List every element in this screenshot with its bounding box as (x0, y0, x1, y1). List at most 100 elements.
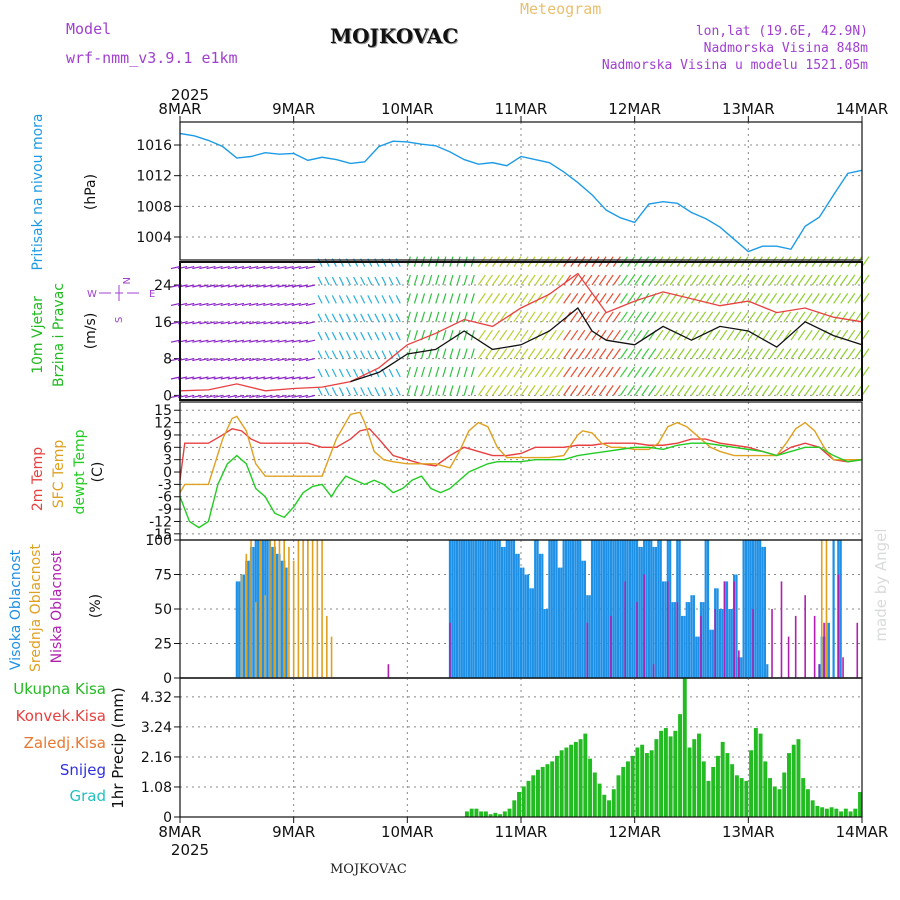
temp-unit: (C) (90, 462, 106, 483)
x-tick-label-bottom: 9MAR (272, 823, 315, 841)
cloud-bar (631, 540, 634, 678)
precip-bar (787, 753, 791, 817)
cloud-bar (470, 540, 473, 678)
cloud-bar (453, 540, 456, 678)
y-tick-label: 6 (163, 440, 172, 456)
cloud-bar (560, 567, 563, 678)
precip-bar (502, 811, 507, 817)
cloud-bar (522, 567, 525, 678)
cloud-bar (744, 540, 748, 678)
x-tick-label-bottom: 11MAR (495, 823, 548, 841)
precip-bar (659, 730, 664, 817)
y-tick-label: 4.32 (141, 690, 172, 706)
cloud-bar (742, 540, 745, 678)
y-tick-label: -9 (158, 502, 172, 518)
precip-bar (711, 766, 716, 817)
cloud-bar (680, 615, 684, 678)
cloud-bar (460, 540, 463, 678)
cloud-bar (610, 615, 612, 678)
precip-bar (625, 761, 630, 817)
precip-bar (554, 755, 559, 817)
precip-bar (588, 758, 593, 817)
cloud-bar (508, 540, 511, 678)
temp-sfc-axis-title: SFC Temp (51, 440, 67, 509)
cloud-bar (548, 540, 551, 678)
precip-bar (592, 772, 597, 817)
y-tick-label: 1.08 (141, 780, 172, 796)
cloud-bar (636, 602, 638, 678)
temp-2m-line (179, 428, 863, 481)
precip-bar (474, 808, 479, 817)
cloud-bar (562, 540, 565, 678)
cloud-bar (479, 540, 482, 678)
cloud-bar (619, 540, 622, 678)
cloud-bar (733, 581, 735, 678)
precip-bar (848, 811, 853, 817)
cloud-bar (671, 602, 674, 678)
cloud-bar (654, 546, 658, 678)
wind-gust-line (179, 272, 863, 392)
pressure-unit: (hPa) (83, 174, 99, 210)
cloud-bar (647, 540, 650, 678)
cloud-bar (517, 553, 520, 678)
cloud-high-bars (235, 540, 842, 678)
cloud-bar (595, 540, 598, 678)
temp-2m-axis-title: 2m Temp (30, 447, 46, 511)
cloud-bar (804, 595, 806, 678)
cloud-bar (448, 540, 452, 678)
cloud-bar (723, 581, 726, 678)
precip-bar (796, 739, 801, 817)
precip-bar (853, 808, 858, 817)
cloud-mid-bars (240, 540, 828, 678)
precip-bar (663, 728, 668, 817)
cloud-bar (316, 540, 319, 678)
x-tick-label-bottom: 13MAR (722, 823, 775, 841)
cloud-bar (856, 622, 859, 678)
cloud-bar (825, 540, 828, 678)
cloud-bar (536, 540, 539, 678)
cloud-bar (747, 540, 750, 678)
x-tick-label-bottom: 10MAR (381, 823, 434, 841)
cloud-bar (780, 581, 783, 678)
cloud-bar (716, 588, 719, 678)
footer-station: MOJKOVAC (330, 862, 407, 877)
temp-sfc-line (179, 411, 862, 493)
pressure-line (179, 132, 863, 253)
cloud-bar (628, 540, 632, 678)
cloud-bar (740, 657, 743, 678)
cloud-bar (706, 540, 710, 678)
cloud-bar (579, 540, 582, 678)
precip-bar (507, 808, 512, 817)
wind-key-north: N (120, 277, 131, 284)
cloud-bar (534, 540, 537, 678)
cloud-bar (609, 540, 613, 678)
x-tick-label-top: 11MAR (495, 100, 548, 118)
wind-key-west: W (87, 289, 97, 300)
cloud-bar (524, 574, 527, 678)
cloud-bar (749, 540, 752, 678)
precip-bar (517, 791, 521, 817)
model-label: Model (66, 20, 112, 38)
y-tick-label: 0 (163, 671, 172, 687)
precip-bar (858, 791, 862, 817)
cloud-bar (650, 540, 653, 678)
cloud-bar (718, 609, 722, 678)
panel-frame-pressure (179, 121, 863, 261)
y-tick-label: 1008 (136, 199, 172, 215)
cloud-bar (330, 636, 333, 678)
cloud-bar (624, 581, 626, 678)
temp-dewpt-line (179, 442, 863, 529)
cloud-bar (766, 664, 769, 678)
precip-bar (635, 747, 640, 817)
cloud-bar (588, 595, 591, 678)
model-elevation: Nadmorska Visina u modelu 1521.05m (601, 58, 868, 73)
cloud-bar (472, 540, 475, 678)
y-tick-label: 0 (163, 388, 172, 404)
cloud-bar (581, 560, 584, 678)
cloud-bar (278, 540, 281, 678)
cloud-bar (794, 615, 797, 678)
cloud-bar (626, 540, 629, 678)
x-tick-label-top: 10MAR (381, 100, 434, 118)
cloud-bar (818, 664, 821, 678)
precip-bar (644, 753, 649, 817)
